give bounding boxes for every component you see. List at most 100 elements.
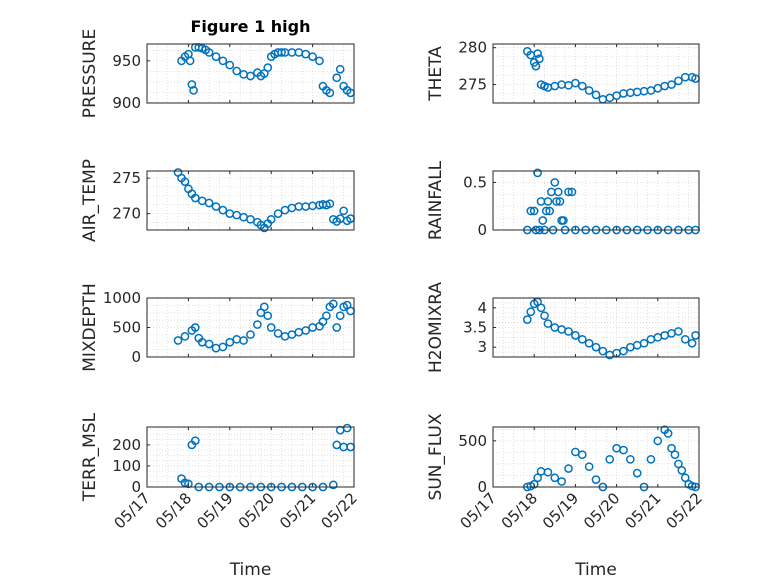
axes-box [492, 170, 700, 231]
data-point [577, 450, 587, 460]
series-markers [522, 297, 700, 360]
data-point [536, 303, 546, 313]
y-axis-label: SUN_FLUX [426, 413, 446, 500]
data-point [180, 332, 190, 341]
data-point [301, 326, 311, 335]
data-point [670, 450, 680, 460]
data-point [263, 63, 273, 72]
data-point [246, 71, 255, 81]
data-point [541, 206, 551, 216]
data-point [308, 52, 317, 61]
data-point [211, 52, 221, 61]
data-point [218, 56, 228, 66]
data-point [180, 177, 190, 187]
y-tick-label: 275 [112, 169, 141, 187]
data-point [339, 206, 348, 216]
data-point [605, 454, 615, 464]
data-point [538, 216, 548, 225]
series-markers [173, 299, 355, 353]
data-point [273, 329, 283, 338]
y-axis-label: H2OMIXRA [426, 282, 446, 373]
y-tick-label: 500 [112, 319, 141, 337]
data-point [619, 445, 628, 455]
data-point [325, 199, 335, 209]
y-tick-label: 3.5 [463, 319, 487, 337]
subplot-h2omixra: 33.5 4 H2OMIXRA [426, 282, 700, 373]
data-point [342, 423, 352, 433]
data-point [619, 346, 628, 356]
data-point [218, 205, 228, 215]
data-point [545, 206, 555, 216]
data-point [564, 327, 573, 336]
data-point [173, 336, 183, 345]
y-tick-label: 280 [458, 39, 487, 57]
data-point [567, 187, 577, 197]
data-point [571, 78, 580, 88]
data-point [598, 346, 608, 356]
data-point [328, 299, 338, 309]
data-point [680, 334, 690, 344]
data-point [277, 48, 286, 57]
subplot-rainfall: 0 0.5 RAINFALL [426, 160, 700, 240]
data-point [190, 436, 200, 446]
data-point [332, 73, 342, 83]
y-tick-label: 0.5 [463, 173, 487, 191]
data-point [328, 480, 338, 490]
y-tick-label: 900 [112, 94, 141, 112]
data-point [232, 66, 242, 76]
data-point [335, 311, 345, 321]
data-point [189, 86, 198, 95]
data-point [543, 319, 553, 328]
subplot-terr_msl: 0100200TERR_MSL05/1705/1805/1905/2005/21… [80, 412, 361, 580]
data-point [653, 436, 663, 446]
data-point [584, 338, 594, 348]
y-tick-label: 200 [112, 436, 141, 454]
data-point [543, 197, 553, 206]
y-tick-label: 3 [477, 338, 487, 356]
y-tick-label: 4 [477, 299, 487, 317]
data-point [591, 475, 601, 484]
grid-lines [492, 427, 700, 488]
data-point [667, 443, 676, 453]
data-point [325, 88, 335, 98]
data-point [204, 198, 214, 208]
subplot-sun_flux: 0500SUN_FLUX05/1705/1805/1905/2005/2105/… [426, 413, 706, 580]
data-point [550, 178, 560, 187]
y-tick-label: 500 [458, 432, 487, 450]
data-point [529, 206, 539, 216]
y-tick-label: 270 [112, 205, 141, 223]
y-tick-label: 100 [112, 457, 141, 475]
y-axis-label: TERR_MSL [80, 412, 100, 502]
y-axis-label: RAINFALL [426, 160, 446, 240]
y-tick-label: 950 [112, 52, 141, 70]
data-point [559, 216, 568, 225]
series-markers [173, 168, 355, 233]
series-markers [177, 43, 355, 98]
plot-area [147, 44, 354, 103]
data-point [211, 202, 221, 211]
x-axis-label: Time [574, 560, 617, 580]
data-point [625, 454, 635, 464]
data-point [571, 331, 580, 340]
data-point [204, 339, 214, 349]
data-point [266, 214, 276, 224]
axes-box [146, 170, 355, 231]
subplot-pressure: 900 950 PRESSURE Figure 1 high [80, 17, 355, 118]
y-tick-label: 0 [477, 478, 487, 496]
data-point [185, 56, 195, 66]
data-point [564, 187, 573, 197]
data-point [591, 90, 601, 100]
data-point [552, 197, 561, 206]
data-point [531, 61, 541, 71]
y-tick-label: 275 [458, 76, 487, 94]
x-tick-label: 05/20 [580, 489, 623, 532]
data-point [266, 323, 276, 332]
y-tick-label: 1000 [103, 289, 141, 307]
data-point [190, 323, 200, 332]
axes-box [492, 43, 700, 104]
x-tick-label: 05/19 [193, 489, 236, 532]
x-axis-label: Time [229, 560, 272, 580]
data-point [533, 49, 542, 58]
